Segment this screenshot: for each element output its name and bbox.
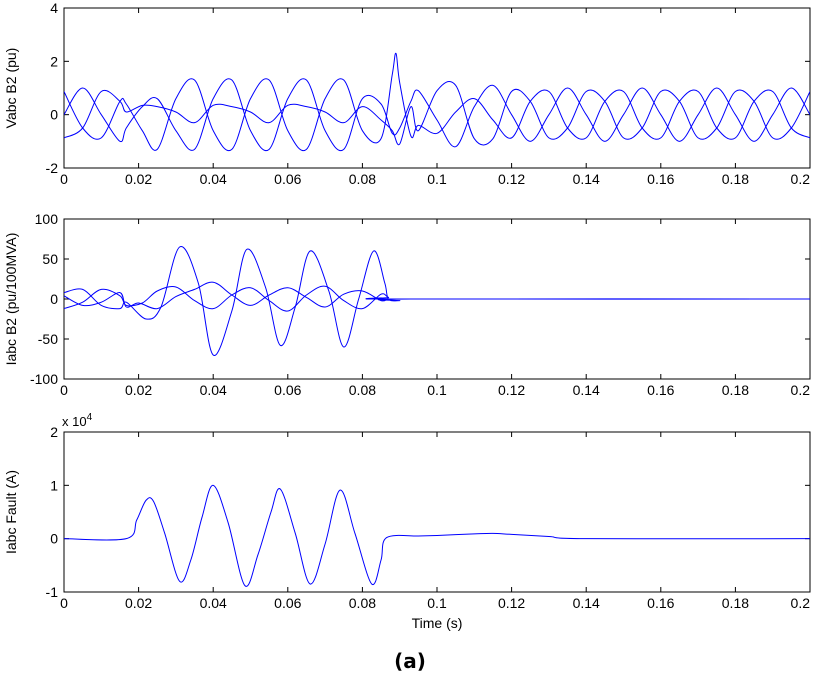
series-line-0 xyxy=(64,78,810,152)
plot-area xyxy=(63,7,811,169)
y-tick-label: -2 xyxy=(46,160,59,176)
x-tick-label: 0.08 xyxy=(349,382,376,398)
x-tick-label: 0.02 xyxy=(125,382,152,398)
x-tick-label: 0.06 xyxy=(274,171,301,187)
y-exponent-label: x 104 xyxy=(62,412,93,429)
x-tick-label: 0.16 xyxy=(647,382,674,398)
x-tick-label: 0.04 xyxy=(200,171,227,187)
y-tick-label: 1 xyxy=(50,477,58,493)
x-tick-label: 0.12 xyxy=(498,382,525,398)
y-axis-label: Iabc Fault (A) xyxy=(3,470,19,554)
series-line-0 xyxy=(64,484,810,587)
y-tick-label: -50 xyxy=(38,331,58,347)
x-tick-label: 0.08 xyxy=(349,171,376,187)
x-tick-label: 0 xyxy=(60,595,68,611)
y-tick-label: -100 xyxy=(30,371,58,387)
x-tick-label: 0.14 xyxy=(573,171,600,187)
x-tick-label: 0.16 xyxy=(647,171,674,187)
series-line-1 xyxy=(64,81,810,146)
y-tick-label: -1 xyxy=(46,584,59,600)
x-tick-label: 0.18 xyxy=(722,595,749,611)
voltage-plot: 0 0.02 0.04 0.06 0.08 0.1 0.12 0.14 0.16 0.18 0.2 -… xyxy=(3,0,811,187)
y-tick-label: 0 xyxy=(50,107,58,123)
x-tick-label: 0 xyxy=(60,382,68,398)
y-tick-label: 0 xyxy=(50,291,58,307)
y-axis-label: Vabc B2 (pu) xyxy=(3,48,19,129)
current-plot: 0 0.02 0.04 0.06 0.08 0.1 0.12 0.14 0.16 0.18 0.2 -… xyxy=(3,211,811,398)
x-tick-label: 0.18 xyxy=(722,171,749,187)
y-tick-label: 0 xyxy=(50,531,58,547)
x-tick-label: 0.06 xyxy=(274,595,301,611)
y-tick-label: 100 xyxy=(35,211,59,227)
figure-label: (a) xyxy=(394,649,426,673)
y-tick-label: 4 xyxy=(50,0,58,16)
fault-current-plot: 0 0.02 0.04 0.06 0.08 0.1 0.12 0.14 0.16 0.18 0.2 -… xyxy=(3,412,811,631)
x-tick-label: 0.04 xyxy=(200,595,227,611)
x-tick-label: 0.04 xyxy=(200,382,227,398)
x-tick-label: 0.2 xyxy=(791,595,811,611)
plot-area xyxy=(63,431,811,593)
y-tick-label: 50 xyxy=(42,251,58,267)
y-tick-label: 2 xyxy=(50,424,58,440)
x-tick-label: 0.12 xyxy=(498,595,525,611)
y-tick-label: 2 xyxy=(50,53,58,69)
x-tick-label: 0.08 xyxy=(349,595,376,611)
x-tick-label: 0.1 xyxy=(427,171,447,187)
series-line-2 xyxy=(64,52,810,152)
x-tick-label: 0 xyxy=(60,171,68,187)
x-tick-label: 0.14 xyxy=(573,382,600,398)
x-tick-label: 0.12 xyxy=(498,171,525,187)
x-tick-label: 0.2 xyxy=(791,171,811,187)
x-tick-label: 0.14 xyxy=(573,595,600,611)
x-tick-label: 0.18 xyxy=(722,382,749,398)
x-tick-label: 0.06 xyxy=(274,382,301,398)
x-axis-label: Time (s) xyxy=(412,615,463,631)
x-tick-label: 0.2 xyxy=(791,382,811,398)
x-tick-label: 0.16 xyxy=(647,595,674,611)
series-line-2 xyxy=(64,281,810,310)
x-tick-label: 0.02 xyxy=(125,171,152,187)
x-tick-label: 0.1 xyxy=(427,382,447,398)
x-tick-label: 0.02 xyxy=(125,595,152,611)
y-axis-label: Iabc B2 (pu/100MVA) xyxy=(3,233,19,366)
x-tick-label: 0.1 xyxy=(427,595,447,611)
